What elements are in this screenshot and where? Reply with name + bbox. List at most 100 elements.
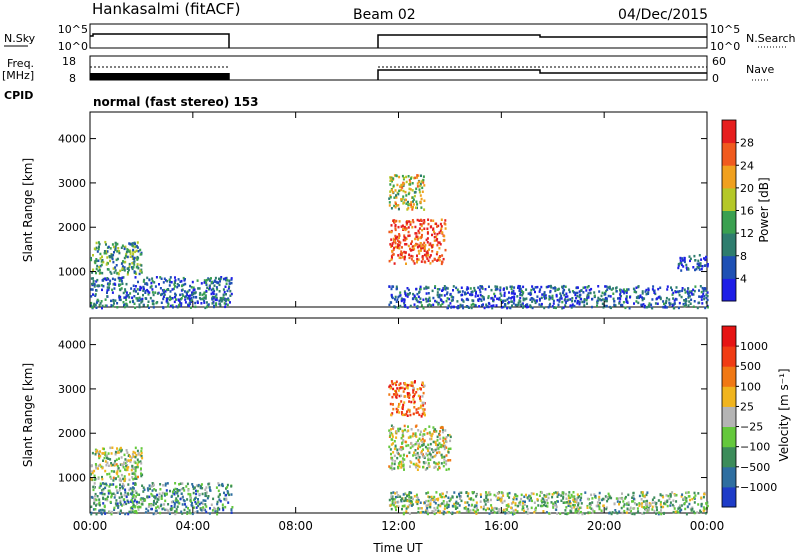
- range-cell: [688, 290, 691, 293]
- range-cell: [442, 439, 445, 442]
- range-cell: [410, 258, 413, 261]
- range-cell: [536, 285, 539, 289]
- range-cell: [426, 257, 429, 260]
- range-cell: [195, 502, 198, 505]
- range-cell: [599, 501, 601, 505]
- range-cell: [613, 502, 616, 505]
- range-cell: [405, 237, 408, 240]
- range-cell: [478, 305, 481, 308]
- range-cell: [156, 500, 159, 504]
- range-cell: [433, 430, 436, 433]
- range-cell: [623, 291, 626, 295]
- range-cell: [96, 250, 99, 253]
- range-cell: [639, 294, 642, 297]
- range-cell: [127, 268, 130, 272]
- range-cell: [107, 288, 110, 291]
- range-cell: [511, 304, 513, 307]
- range-cell: [423, 184, 426, 187]
- range-cell: [94, 294, 97, 297]
- range-cell: [121, 463, 123, 467]
- range-cell: [506, 494, 509, 498]
- range-cell: [478, 297, 481, 301]
- range-cell: [662, 505, 665, 509]
- range-cell: [562, 290, 565, 293]
- range-cell: [216, 281, 219, 285]
- range-cell: [186, 510, 189, 514]
- range-cell: [218, 299, 221, 303]
- range-cell: [522, 306, 524, 309]
- range-cell: [187, 492, 190, 496]
- range-cell: [98, 456, 101, 460]
- range-cell: [704, 512, 707, 515]
- range-cell: [414, 425, 417, 428]
- range-cell: [219, 500, 222, 503]
- range-cell: [389, 243, 392, 246]
- range-cell: [422, 433, 425, 436]
- range-cell: [396, 448, 399, 451]
- range-cell: [465, 509, 468, 512]
- range-cell: [171, 490, 174, 493]
- range-cell: [205, 486, 208, 489]
- range-cell: [170, 508, 173, 511]
- colorbar-swatch: [722, 165, 736, 189]
- range-cell: [422, 298, 425, 301]
- range-cell: [458, 491, 461, 494]
- range-cell: [637, 301, 640, 305]
- range-cell: [444, 248, 447, 252]
- range-cell: [116, 470, 119, 473]
- range-cell: [432, 303, 435, 307]
- range-cell: [545, 504, 547, 508]
- range-cell: [702, 288, 705, 291]
- range-cell: [697, 266, 700, 270]
- range-cell: [97, 464, 100, 467]
- range-cell: [100, 465, 103, 468]
- range-cell: [133, 270, 136, 273]
- colorbar-swatch: [722, 142, 736, 166]
- range-cell: [452, 296, 455, 299]
- range-cell: [127, 483, 130, 486]
- range-cell: [703, 507, 706, 511]
- range-cell: [627, 503, 630, 506]
- range-cell: [421, 255, 424, 258]
- range-cell: [176, 492, 179, 495]
- range-cell: [418, 456, 421, 459]
- range-cell: [687, 294, 690, 297]
- range-cell: [214, 509, 217, 513]
- range-cell: [701, 302, 704, 305]
- range-cell: [703, 264, 706, 267]
- range-cell: [128, 478, 131, 482]
- range-cell: [573, 495, 576, 498]
- range-cell: [94, 303, 97, 307]
- range-cell: [226, 490, 229, 493]
- range-cell: [410, 205, 413, 209]
- range-cell: [596, 501, 599, 504]
- range-cell: [420, 304, 423, 307]
- range-cell: [470, 291, 473, 294]
- range-cell: [548, 304, 551, 307]
- range-cell: [636, 507, 639, 510]
- range-cell: [226, 303, 229, 306]
- range-cell: [415, 441, 418, 444]
- range-cell: [417, 507, 420, 510]
- range-cell: [540, 296, 543, 300]
- range-cell: [403, 504, 406, 507]
- range-cell: [207, 278, 210, 281]
- range-cell: [433, 232, 436, 235]
- range-cell: [408, 492, 411, 495]
- range-cell: [694, 268, 696, 272]
- range-cell: [664, 304, 667, 307]
- range-cell: [706, 264, 709, 268]
- range-cell: [545, 511, 548, 514]
- range-cell: [107, 492, 110, 495]
- range-cell: [390, 503, 393, 506]
- range-cell: [543, 494, 546, 497]
- range-cell: [416, 500, 419, 504]
- range-cell: [602, 497, 605, 501]
- range-cell: [106, 495, 109, 499]
- range-cell: [420, 206, 423, 209]
- range-cell: [116, 306, 119, 309]
- range-cell: [698, 268, 701, 271]
- range-cell: [586, 297, 589, 300]
- range-cell: [101, 288, 103, 292]
